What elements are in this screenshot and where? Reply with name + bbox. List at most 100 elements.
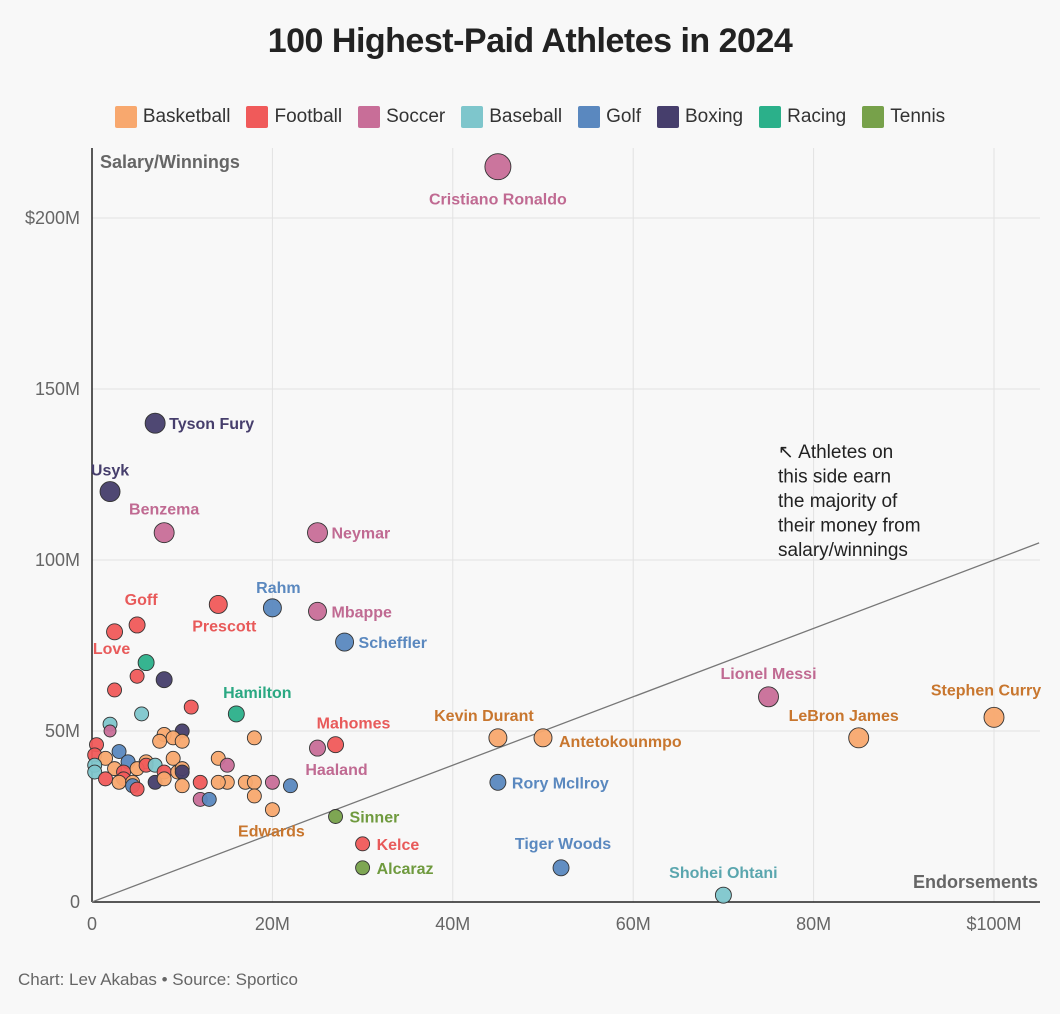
point-label: Alcaraz — [377, 861, 434, 878]
legend-label: Racing — [787, 106, 847, 127]
point-label: Goff — [125, 592, 159, 609]
annotation-line: salary/winnings — [778, 540, 908, 561]
data-point — [246, 730, 262, 746]
data-point — [210, 774, 226, 790]
point-label: LeBron James — [789, 708, 899, 725]
point-label: Benzema — [129, 502, 199, 519]
data-point — [106, 623, 124, 641]
data-point — [264, 774, 280, 790]
data-point — [355, 860, 371, 876]
data-point — [714, 886, 732, 904]
data-point — [107, 682, 123, 698]
data-point — [152, 733, 168, 749]
legend-item-baseball: Baseball — [461, 106, 562, 128]
data-point — [153, 522, 175, 544]
data-point — [201, 791, 217, 807]
data-point — [264, 802, 280, 818]
y-tick-label: 50M — [45, 721, 80, 741]
data-point — [144, 412, 166, 434]
point-label: Scheffler — [359, 635, 427, 652]
legend-item-soccer: Soccer — [358, 106, 445, 128]
annotation-line: their money from — [778, 516, 921, 537]
legend-item-boxing: Boxing — [656, 106, 743, 128]
data-point — [533, 728, 553, 748]
x-tick-label: 60M — [616, 914, 651, 934]
point-label: Lionel Messi — [720, 666, 816, 683]
y-tick-label: 150M — [35, 379, 80, 399]
data-point — [183, 699, 199, 715]
data-point — [98, 750, 113, 766]
data-point — [246, 788, 262, 804]
data-point — [99, 481, 121, 503]
point-label: Tyson Fury — [169, 416, 254, 433]
legend-label: Football — [274, 106, 343, 127]
data-point — [489, 773, 507, 791]
data-point — [307, 522, 328, 544]
point-label: Mbappe — [332, 604, 393, 621]
scatter-plot: 0 50M 100M 150M $200M 0 20M 40M 60M 80M $100M Salar… — [25, 148, 1041, 934]
data-point — [111, 774, 127, 790]
y-tick-label: 100M — [35, 550, 80, 570]
legend-swatch — [114, 106, 137, 128]
data-point — [282, 778, 298, 794]
point-label: Usyk — [91, 463, 129, 480]
legend-label: Basketball — [142, 106, 231, 127]
legend-swatch — [578, 106, 601, 128]
point-label: Shohei Ohtani — [669, 865, 777, 882]
data-point — [552, 859, 570, 877]
data-point — [137, 654, 155, 672]
data-point — [246, 774, 262, 790]
point-label: Antetokounmpo — [559, 734, 682, 751]
point-label: Haaland — [305, 762, 367, 779]
point-label: Kevin Durant — [434, 708, 534, 725]
point-label: Stephen Curry — [931, 682, 1041, 699]
point-label: Cristiano Ronaldo — [429, 192, 567, 209]
data-point — [309, 739, 326, 757]
data-point — [174, 733, 190, 749]
legend-swatch — [461, 106, 484, 128]
point-label: Tiger Woods — [515, 836, 611, 853]
data-point — [208, 595, 228, 614]
point-label: Rahm — [256, 580, 300, 597]
y-tick-label: $200M — [25, 208, 80, 228]
data-point — [328, 809, 343, 824]
data-point — [227, 705, 245, 723]
x-axis-title: Endorsements — [913, 872, 1038, 892]
data-point — [335, 632, 355, 652]
legend-swatch — [759, 106, 782, 128]
point-label: Love — [93, 641, 130, 658]
data-point — [155, 671, 173, 689]
chart-footer: Chart: Lev Akabas • Source: Sportico — [18, 970, 298, 989]
legend-label: Soccer — [386, 106, 446, 127]
annotation-line: the majority of — [778, 491, 898, 512]
data-point — [488, 728, 508, 748]
data-point — [192, 774, 208, 790]
legend-swatch — [246, 106, 269, 128]
legend-item-golf: Golf — [578, 106, 641, 128]
data-point — [103, 724, 117, 738]
data-point — [484, 153, 512, 181]
point-label: Mahomes — [317, 716, 391, 733]
point-label: Rory McIlroy — [512, 775, 609, 792]
reference-line — [91, 542, 1040, 903]
point-label: Neymar — [332, 526, 391, 543]
data-point — [327, 736, 344, 754]
legend-item-racing: Racing — [759, 106, 846, 128]
point-label: Kelce — [377, 837, 420, 854]
x-tick-label: 0 — [87, 914, 97, 934]
point-label: Prescott — [192, 618, 257, 635]
legend-label: Tennis — [890, 106, 946, 127]
data-point — [134, 706, 150, 722]
annotation-line: this side earn — [778, 467, 891, 488]
point-label: Edwards — [238, 824, 305, 841]
data-point — [156, 771, 172, 787]
data-point — [87, 764, 103, 780]
legend-label: Baseball — [489, 106, 563, 127]
legend-label: Golf — [606, 106, 641, 127]
legend-item-tennis: Tennis — [862, 106, 945, 128]
data-point — [758, 686, 779, 708]
legend-swatch — [656, 106, 679, 128]
legend-swatch — [358, 106, 381, 128]
legend-item-football: Football — [246, 106, 342, 128]
legend-item-basketball: Basketball — [114, 106, 231, 128]
